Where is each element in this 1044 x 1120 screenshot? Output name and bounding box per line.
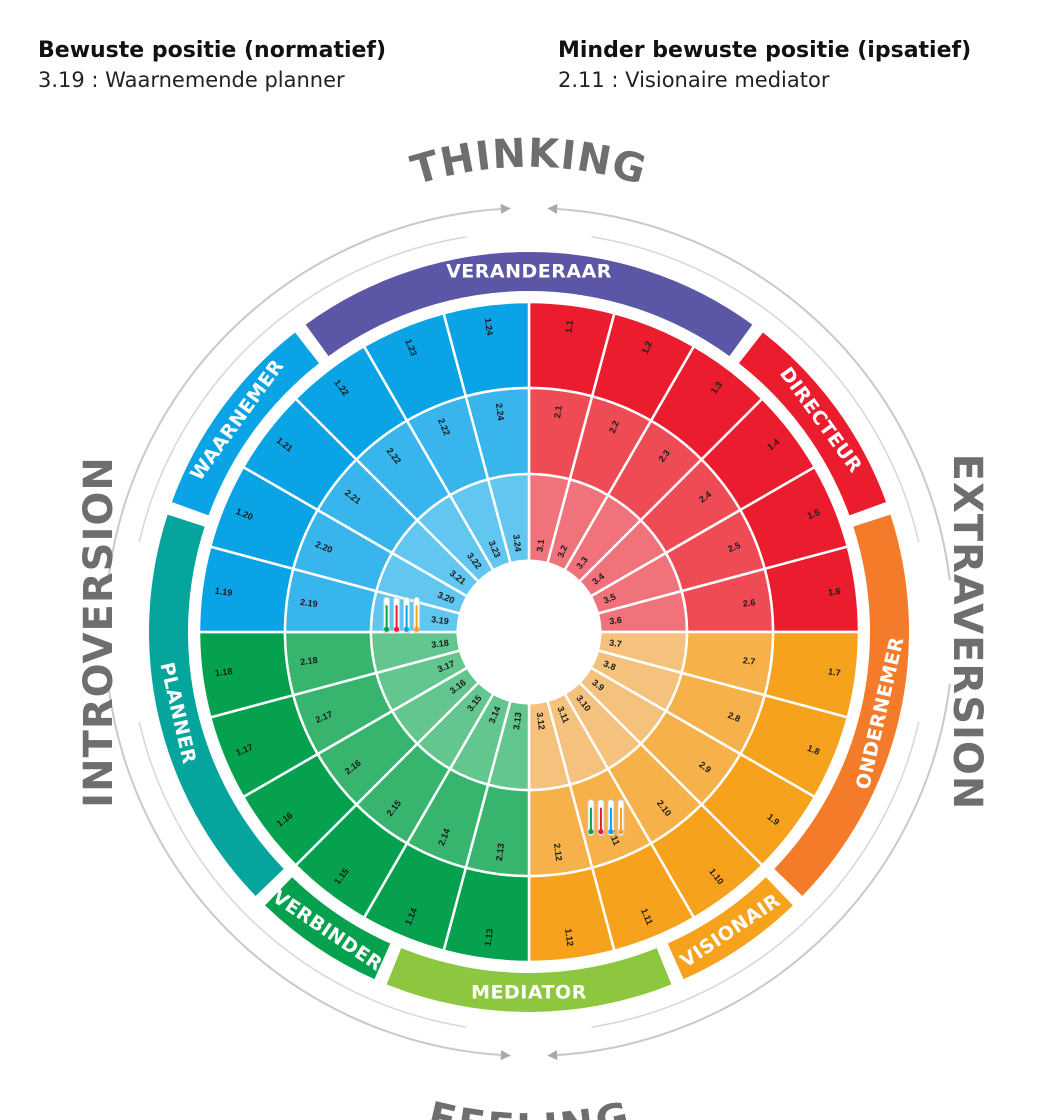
orbit-arrow <box>107 203 511 581</box>
less-conscious-position-value: 2.11 : Visionaire mediator <box>558 68 830 92</box>
cell-label: 1.24 <box>483 317 495 336</box>
orbit-arrows <box>107 203 951 1061</box>
less-conscious-position-title: Minder bewuste positie (ipsatief) <box>558 38 972 63</box>
axis-label-thinking: THINKING <box>406 131 651 195</box>
cell-label: 2.2 <box>607 419 621 434</box>
segment-mediator <box>386 948 672 1013</box>
cell-label: 1.6 <box>828 586 842 598</box>
cell-label: 2.19 <box>300 597 319 609</box>
wheel-center-hole <box>456 559 602 705</box>
marker-pin-dot <box>393 626 400 632</box>
axis-label-feeling: FEELING <box>423 1093 634 1120</box>
conscious-position-value: 3.19 : Waarnemende planner <box>38 68 345 92</box>
cell-label: 3.7 <box>609 638 623 650</box>
orbit-guide-arc <box>591 236 920 543</box>
cell-label: 3.2 <box>555 544 569 559</box>
orbit-guide-arc <box>591 721 920 1028</box>
cell-label: 3.1 <box>535 539 547 553</box>
cell-label: 3.8 <box>602 658 617 672</box>
cell-label: 3.19 <box>431 614 450 626</box>
segment-visionair <box>667 877 793 980</box>
position-marker <box>383 596 421 634</box>
orbit-arrow <box>547 203 951 581</box>
segment-label-veranderaar: VERANDERAAR <box>446 261 612 283</box>
cell-label: 3.24 <box>511 534 523 553</box>
cell-label: 1.7 <box>828 666 842 678</box>
cell-label: 1.18 <box>214 666 233 678</box>
cell-label: 1.12 <box>563 928 575 947</box>
cell-label: 1.5 <box>806 507 821 521</box>
cell-label: 3.5 <box>602 592 617 606</box>
cell-label: 2.6 <box>742 597 756 609</box>
cell-label: 2.13 <box>494 843 506 862</box>
segment-directeur <box>738 332 887 516</box>
orbit-guide-arc <box>138 721 467 1028</box>
marker-pin-dot <box>413 626 420 632</box>
axis-label-extraversion: EXTRAVERSION <box>944 454 990 811</box>
cell-label: 3.6 <box>609 615 623 627</box>
cell-label: 2.7 <box>742 655 756 667</box>
orbit-guide-arc <box>138 236 467 543</box>
cell-label: 3.12 <box>535 712 547 731</box>
orbit-arrow <box>107 683 511 1061</box>
cell-label: 2.18 <box>300 655 319 667</box>
position-marker <box>587 799 625 837</box>
conscious-position-title: Bewuste positie (normatief) <box>38 38 387 63</box>
cell-label: 2.8 <box>726 710 741 724</box>
cell-label: 1.2 <box>640 340 654 355</box>
cell-label: 3.13 <box>511 712 523 731</box>
marker-pin-dot <box>383 626 390 632</box>
less-conscious-position: Minder bewuste positie (ipsatief) 2.11 :… <box>558 36 971 94</box>
cell-label: 1.13 <box>483 928 495 947</box>
cell-label: 2.12 <box>552 843 564 862</box>
cell-label: 3.18 <box>431 638 450 650</box>
marker-pin-dot <box>403 626 410 632</box>
orbit-arrow <box>547 683 951 1061</box>
cell-label: 1.1 <box>563 320 575 334</box>
segment-ondernemer <box>774 514 909 896</box>
cell-label: 2.24 <box>494 403 506 422</box>
marker-pin-dot <box>588 829 594 835</box>
cell-label: 1.19 <box>214 586 233 598</box>
marker-pin-dot <box>618 829 624 835</box>
segment-label-mediator: MEDIATOR <box>471 982 587 1004</box>
marker-pin-dot <box>608 829 614 835</box>
cell-label: 2.1 <box>552 405 564 419</box>
position-markers <box>383 596 625 837</box>
segment-waarnemer <box>171 332 320 516</box>
cell-label: 1.8 <box>806 743 821 757</box>
segment-verbinder <box>265 877 391 980</box>
axis-label-introversion: INTROVERSION <box>76 456 122 808</box>
marker-pin-dot <box>598 829 604 835</box>
segment-planner <box>149 514 284 896</box>
cell-label: 2.5 <box>726 540 741 554</box>
wheel-cells <box>197 300 861 964</box>
conscious-position: Bewuste positie (normatief) 3.19 : Waarn… <box>38 36 386 94</box>
segment-veranderaar <box>305 252 753 357</box>
